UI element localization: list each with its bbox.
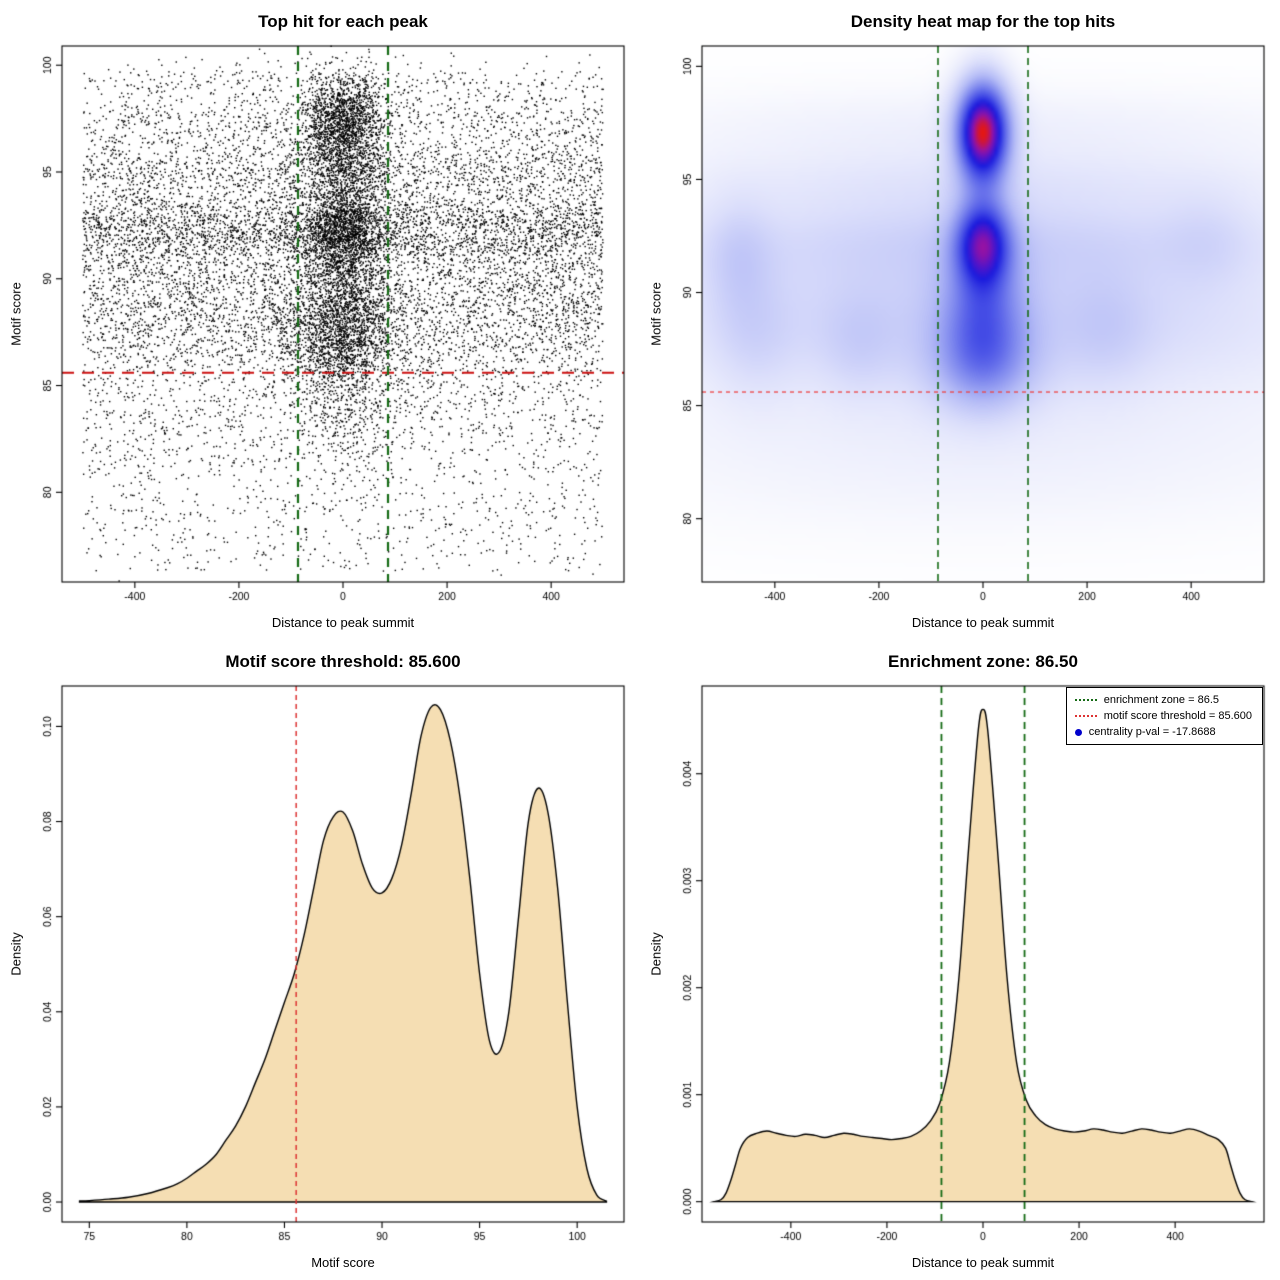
- panel-score-density: Motif score threshold: 85.600 Motif scor…: [0, 640, 640, 1280]
- x-axis-label: Distance to peak summit: [911, 615, 1055, 630]
- x-axis-label: Distance to peak summit: [271, 615, 415, 630]
- legend-label: enrichment zone = 86.5: [1103, 694, 1219, 706]
- y-axis-label: Motif score: [8, 282, 24, 346]
- legend-item-centrality-pval: centrality p-val = -17.8688: [1074, 726, 1252, 738]
- panel-title: Enrichment zone: 86.50: [888, 652, 1078, 671]
- panel-top-hits-scatter: Top hit for each peak Distance to peak s…: [0, 0, 640, 640]
- score-threshold-line-swatch: [1074, 715, 1097, 717]
- x-axis-label: Distance to peak summit: [911, 1255, 1055, 1270]
- legend-label: motif score threshold = 85.600: [1103, 710, 1252, 722]
- panel-density-heatmap: Density heat map for the top hits Distan…: [640, 0, 1280, 640]
- panel-distance-density: Enrichment zone: 86.50 Distance to peak …: [640, 640, 1280, 1280]
- legend-item-score-threshold: motif score threshold = 85.600: [1074, 710, 1252, 722]
- y-axis-label: Motif score: [648, 282, 664, 346]
- x-axis-label: Motif score: [311, 1255, 375, 1270]
- enrichment-zone-line-swatch: [1074, 699, 1097, 701]
- y-axis-label: Density: [8, 932, 24, 976]
- score-density-canvas: [0, 640, 640, 1280]
- distance-density-canvas: [640, 640, 1280, 1280]
- centrality-pval-dot-swatch: [1074, 728, 1082, 736]
- legend-item-enrichment-zone: enrichment zone = 86.5: [1074, 694, 1252, 706]
- panel-title: Density heat map for the top hits: [850, 12, 1116, 31]
- panel-title: Top hit for each peak: [258, 12, 428, 31]
- scatter-plot-canvas: [0, 0, 640, 640]
- panel-title: Motif score threshold: 85.600: [225, 652, 461, 671]
- y-axis-label: Density: [648, 932, 664, 976]
- legend-label: centrality p-val = -17.8688: [1088, 726, 1216, 738]
- heatmap-canvas: [640, 0, 1280, 640]
- legend: enrichment zone = 86.5 motif score thres…: [1065, 687, 1263, 745]
